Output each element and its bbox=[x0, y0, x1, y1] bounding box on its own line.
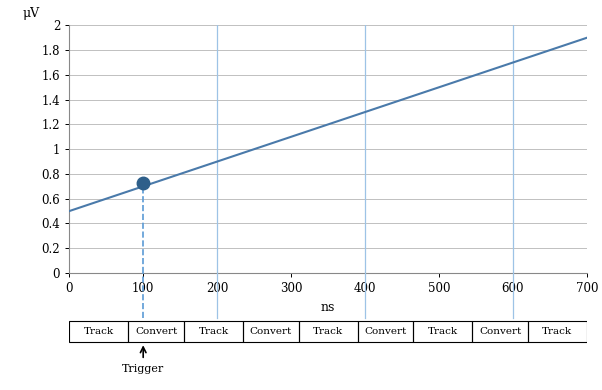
Text: Convert: Convert bbox=[135, 327, 177, 336]
Text: Convert: Convert bbox=[364, 327, 406, 336]
X-axis label: ns: ns bbox=[321, 301, 335, 314]
Text: Track: Track bbox=[427, 327, 458, 336]
Text: μV: μV bbox=[23, 7, 40, 20]
Text: Track: Track bbox=[542, 327, 573, 336]
Text: Track: Track bbox=[84, 327, 114, 336]
Text: Track: Track bbox=[313, 327, 343, 336]
Bar bbox=[243, 321, 299, 342]
Text: Trigger: Trigger bbox=[122, 364, 164, 374]
Bar bbox=[299, 321, 358, 342]
Bar bbox=[184, 321, 243, 342]
Text: Convert: Convert bbox=[250, 327, 292, 336]
Bar bbox=[528, 321, 587, 342]
Text: Track: Track bbox=[199, 327, 229, 336]
Bar bbox=[358, 321, 413, 342]
Bar bbox=[128, 321, 184, 342]
Bar bbox=[413, 321, 473, 342]
Bar bbox=[473, 321, 528, 342]
Text: Convert: Convert bbox=[479, 327, 521, 336]
Bar bbox=[69, 321, 128, 342]
